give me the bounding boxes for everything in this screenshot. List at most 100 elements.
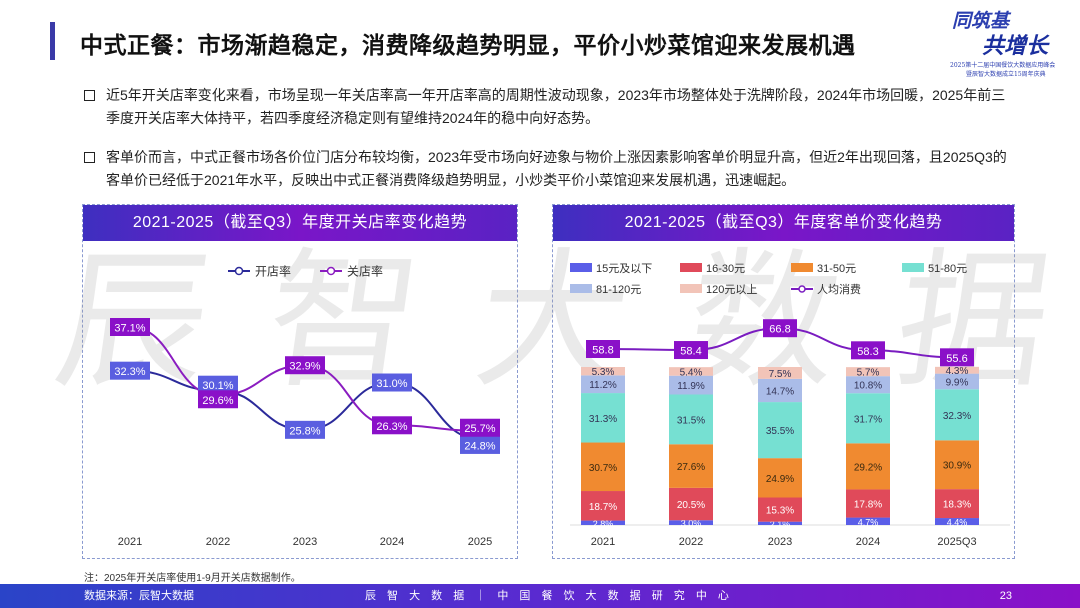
data-label-bg	[198, 375, 238, 394]
bar-segment	[758, 378, 802, 403]
bar-value-label: 18.3%	[943, 500, 971, 511]
legend-swatch	[902, 263, 924, 272]
data-label-bg	[198, 390, 238, 409]
bar-value-label: 15.3%	[766, 506, 794, 517]
bar-value-label: 14.7%	[766, 386, 794, 397]
bar-segment	[846, 376, 890, 394]
bar-segment	[581, 491, 625, 521]
data-label-bg	[372, 416, 412, 435]
bar-segment	[669, 444, 713, 488]
data-label-bg	[285, 356, 325, 375]
chart-title: 2021-2025（截至Q3）年度开关店率变化趋势	[83, 205, 517, 241]
x-tick-label: 2024	[856, 536, 880, 548]
x-tick-label: 2022	[679, 536, 703, 548]
bar-segment	[758, 402, 802, 459]
bar-value-label: 30.7%	[589, 463, 617, 474]
legend-marker	[234, 266, 244, 276]
bar-value-label: 31.3%	[589, 414, 617, 425]
legend-label: 120元以上	[706, 283, 757, 296]
x-tick-label: 2021	[591, 536, 615, 548]
data-label: 31.0%	[376, 378, 407, 390]
avg-spend-label-bg	[851, 341, 885, 360]
bar-segment	[935, 366, 979, 374]
bar-value-label: 3.0%	[681, 519, 702, 529]
bar-value-label: 4.7%	[858, 517, 879, 527]
avg-spend-label-bg	[940, 348, 974, 367]
page-title: 中式正餐：市场渐趋稳定，消费降级趋势明显，平价小炒菜馆迎来发展机遇	[80, 32, 856, 58]
legend-swatch	[680, 284, 702, 293]
data-label: 25.7%	[464, 423, 495, 435]
x-tick-label: 2024	[380, 536, 404, 548]
avg-spend-label: 66.8	[769, 324, 790, 336]
event-logo: 同筑基 共增长 2025第十二届中国餐饮大数据应用峰会 暨辰智大数据成立15周年…	[950, 10, 1056, 78]
data-label-bg	[460, 435, 500, 454]
bar-value-label: 5.7%	[857, 368, 880, 379]
bar-segment	[846, 517, 890, 525]
bar-value-label: 17.8%	[854, 500, 882, 511]
chart-title: 2021-2025（截至Q3）年度客单价变化趋势	[553, 205, 1014, 241]
x-tick-label: 2023	[293, 536, 317, 548]
bar-segment	[758, 497, 802, 522]
data-label: 30.1%	[202, 380, 233, 392]
bar-segment	[935, 373, 979, 390]
legend-label: 51-80元	[928, 263, 967, 275]
data-label-bg	[285, 420, 325, 439]
line-closing-rate	[129, 326, 481, 432]
avg-spend-label-bg	[674, 341, 708, 360]
legend-label: 开店率	[255, 264, 291, 279]
bar-segment	[669, 367, 713, 376]
avg-spend-label: 58.8	[592, 345, 613, 357]
bar-segment	[758, 458, 802, 498]
bar-value-label: 2.1%	[770, 519, 791, 529]
bullet-square-icon	[84, 152, 95, 163]
footer-center-text: 辰 智 大 数 据 ｜ 中 国 餐 饮 大 数 据 研 究 中 心	[365, 590, 733, 602]
legend-label: 15元及以下	[596, 263, 652, 275]
x-tick-label: 2025Q3	[937, 536, 976, 548]
bar-segment	[581, 375, 625, 394]
bar-value-label: 31.5%	[677, 415, 705, 426]
bar-value-label: 31.7%	[854, 414, 882, 425]
data-label: 25.8%	[289, 425, 320, 437]
bar-segment	[935, 440, 979, 490]
data-label: 29.6%	[202, 395, 233, 407]
data-label: 37.1%	[114, 323, 145, 335]
bar-value-label: 5.4%	[680, 367, 703, 378]
avg-spend-label-bg	[586, 340, 620, 358]
footnote: 注：2025年开关店率使用1-9月开关店数据制作。	[84, 573, 301, 584]
bar-segment	[935, 389, 979, 441]
legend-swatch	[570, 263, 592, 272]
bar-segment	[581, 393, 625, 443]
bar-segment	[935, 489, 979, 519]
legend-swatch	[791, 263, 813, 272]
legend-marker	[798, 285, 806, 293]
bar-value-label: 7.5%	[769, 369, 792, 380]
legend-label: 31-50元	[817, 263, 856, 275]
avg-spend-label-bg	[763, 319, 797, 338]
bar-value-label: 30.9%	[943, 461, 971, 472]
data-label: 26.3%	[376, 421, 407, 433]
data-label-bg	[110, 361, 150, 380]
bar-segment	[581, 442, 625, 492]
bar-segment	[581, 367, 625, 376]
bar-segment	[846, 393, 890, 444]
bar-value-label: 11.9%	[677, 381, 705, 392]
x-tick-label: 2025	[468, 536, 492, 548]
avg-spend-label: 58.3	[857, 346, 878, 358]
bar-segment	[581, 520, 625, 525]
legend-label: 关店率	[347, 264, 383, 279]
x-tick-label: 2022	[206, 536, 230, 548]
bar-value-label: 9.9%	[946, 377, 969, 388]
bar-value-label: 5.3%	[592, 367, 615, 378]
bar-value-label: 29.2%	[854, 462, 882, 473]
bar-value-label: 20.5%	[677, 500, 705, 511]
bar-value-label: 27.6%	[677, 462, 705, 473]
avg-spend-label: 55.6	[946, 353, 967, 365]
bar-segment	[669, 520, 713, 525]
x-tick-label: 2023	[768, 536, 792, 548]
bullet-point: 客单价而言，中式正餐市场各价位门店分布较均衡，2023年受市场向好迹象与物价上涨…	[84, 146, 1014, 192]
bar-segment	[846, 443, 890, 490]
avg-spend-label: 58.4	[680, 346, 701, 358]
bar-value-label: 11.2%	[589, 380, 617, 391]
data-label-bg	[460, 418, 500, 437]
